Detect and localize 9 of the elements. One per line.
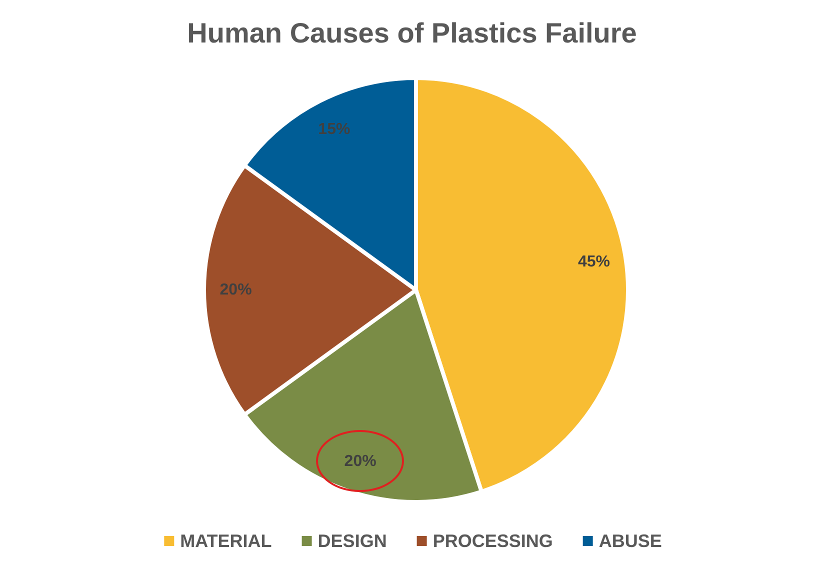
legend-label: ABUSE bbox=[598, 531, 662, 551]
legend-label: MATERIAL bbox=[180, 531, 272, 551]
legend-label: DESIGN bbox=[318, 531, 387, 551]
data-label: 45% bbox=[578, 253, 610, 270]
data-label: 15% bbox=[318, 120, 350, 138]
data-label: 20% bbox=[220, 282, 252, 298]
chart-title: Human Causes of Plastics Failure bbox=[187, 18, 637, 48]
legend-label: PROCESSING bbox=[432, 531, 553, 551]
data-label: 20% bbox=[344, 452, 376, 470]
